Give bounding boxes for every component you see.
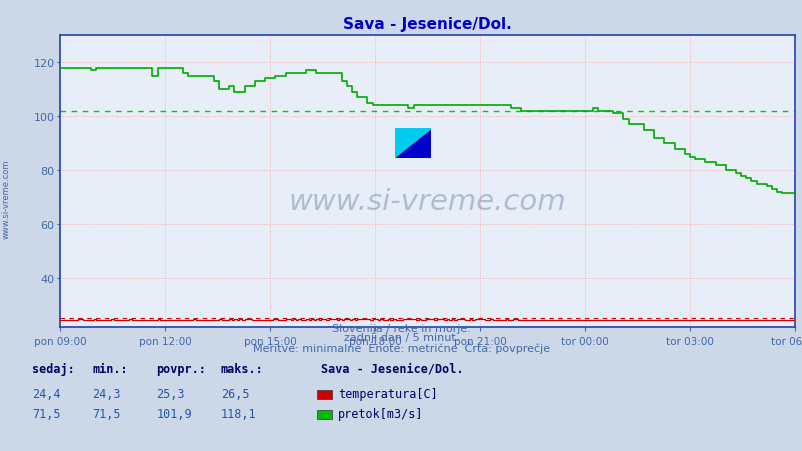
Text: 101,9: 101,9	[156, 407, 192, 420]
Text: 25,3: 25,3	[156, 387, 184, 400]
Text: Slovenija / reke in morje.: Slovenija / reke in morje.	[332, 323, 470, 333]
Text: 118,1: 118,1	[221, 407, 256, 420]
Text: zadnji dan / 5 minut.: zadnji dan / 5 minut.	[343, 332, 459, 342]
Text: pretok[m3/s]: pretok[m3/s]	[338, 407, 423, 420]
Text: www.si-vreme.com: www.si-vreme.com	[289, 188, 565, 216]
Text: www.si-vreme.com: www.si-vreme.com	[2, 159, 11, 238]
Text: povpr.:: povpr.:	[156, 362, 206, 375]
Text: 71,5: 71,5	[92, 407, 120, 420]
Text: 71,5: 71,5	[32, 407, 60, 420]
Text: 24,3: 24,3	[92, 387, 120, 400]
Title: Sava - Jesenice/Dol.: Sava - Jesenice/Dol.	[342, 17, 512, 32]
Text: 24,4: 24,4	[32, 387, 60, 400]
Text: temperatura[C]: temperatura[C]	[338, 387, 437, 400]
Text: 26,5: 26,5	[221, 387, 249, 400]
Text: maks.:: maks.:	[221, 362, 263, 375]
Text: min.:: min.:	[92, 362, 128, 375]
Text: Sava - Jesenice/Dol.: Sava - Jesenice/Dol.	[321, 362, 463, 375]
Text: sedaj:: sedaj:	[32, 362, 75, 375]
Text: Meritve: minimalne  Enote: metrične  Črta: povprečje: Meritve: minimalne Enote: metrične Črta:…	[253, 341, 549, 353]
